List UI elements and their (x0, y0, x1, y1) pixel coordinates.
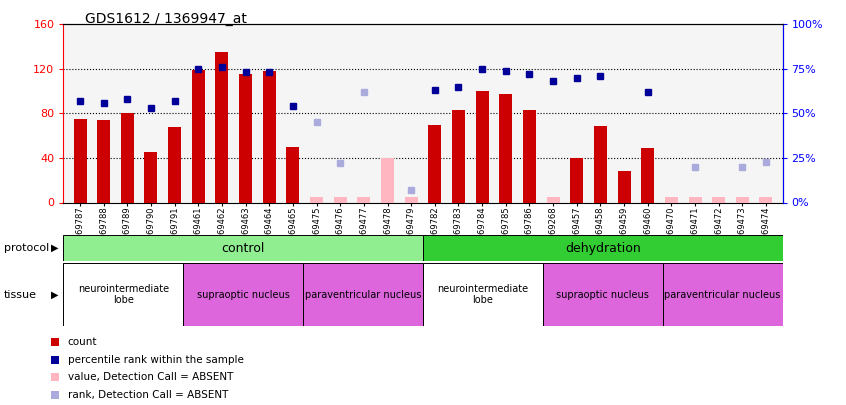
Bar (689, 197, 701, 202)
Bar (523, 110, 536, 202)
Text: paraventricular nucleus: paraventricular nucleus (305, 290, 421, 300)
Text: GDS1612 / 1369947_at: GDS1612 / 1369947_at (85, 12, 246, 26)
Bar (736, 197, 749, 202)
Bar (381, 158, 394, 202)
Text: count: count (68, 337, 97, 347)
Bar (145, 152, 157, 202)
Bar (357, 197, 371, 202)
Bar (263, 71, 276, 202)
Bar (665, 197, 678, 202)
Bar (594, 126, 607, 202)
Text: neurointermediate
lobe: neurointermediate lobe (78, 284, 169, 305)
Text: supraoptic nucleus: supraoptic nucleus (557, 290, 649, 300)
Text: value, Detection Call = ABSENT: value, Detection Call = ABSENT (68, 372, 233, 382)
Text: paraventricular nucleus: paraventricular nucleus (664, 290, 781, 300)
Bar (452, 110, 465, 202)
Text: control: control (222, 241, 265, 255)
Bar (63, 235, 423, 261)
Bar (570, 158, 583, 202)
Bar (475, 91, 489, 202)
Bar (216, 52, 228, 202)
Bar (547, 197, 559, 202)
Bar (404, 197, 418, 202)
Text: ▶: ▶ (51, 290, 58, 300)
Bar (662, 263, 783, 326)
Bar (423, 235, 783, 261)
Bar (712, 197, 725, 202)
Text: ▶: ▶ (51, 243, 58, 253)
Text: neurointermediate
lobe: neurointermediate lobe (437, 284, 529, 305)
Text: dehydration: dehydration (565, 241, 640, 255)
Text: protocol: protocol (4, 243, 49, 253)
Bar (428, 125, 442, 202)
Bar (287, 147, 299, 202)
Bar (192, 70, 205, 202)
Text: rank, Detection Call = ABSENT: rank, Detection Call = ABSENT (68, 390, 228, 401)
Bar (239, 75, 252, 202)
Bar (184, 263, 303, 326)
Bar (499, 94, 513, 202)
Bar (618, 171, 630, 202)
Bar (760, 197, 772, 202)
Text: supraoptic nucleus: supraoptic nucleus (197, 290, 289, 300)
Bar (63, 263, 184, 326)
Bar (74, 119, 86, 202)
Bar (641, 148, 654, 202)
Bar (333, 197, 347, 202)
Bar (168, 127, 181, 202)
Bar (303, 263, 423, 326)
Bar (543, 263, 662, 326)
Bar (97, 120, 110, 202)
Text: tissue: tissue (4, 290, 37, 300)
Bar (121, 113, 134, 202)
Text: percentile rank within the sample: percentile rank within the sample (68, 355, 244, 364)
Bar (423, 263, 543, 326)
Bar (310, 197, 323, 202)
